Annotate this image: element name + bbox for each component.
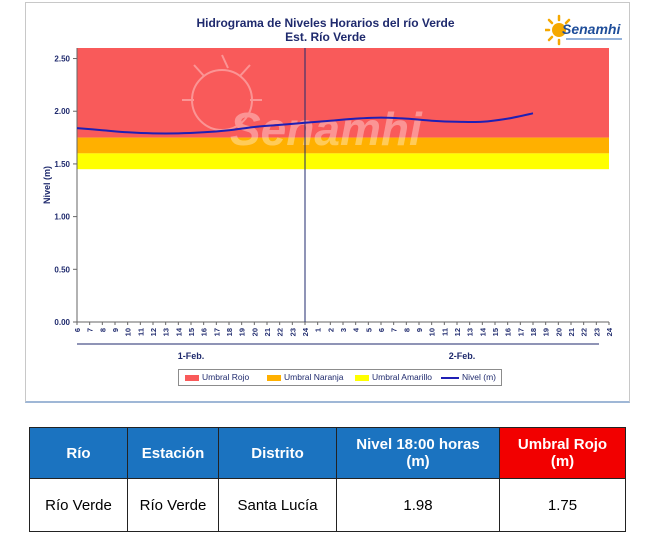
threshold-band-2 xyxy=(77,153,609,170)
x-tick-label: 9 xyxy=(415,328,424,332)
logo-underline xyxy=(566,38,622,40)
x-tick-label: 5 xyxy=(364,328,373,332)
x-tick-label: 18 xyxy=(529,328,538,336)
legend-item-nivel: Nivel (m) xyxy=(441,372,496,382)
header-rio: Río xyxy=(29,427,128,479)
legend-item-amarillo: Umbral Amarillo xyxy=(355,372,432,382)
threshold-band-1 xyxy=(77,137,609,154)
legend-swatch xyxy=(355,374,369,381)
y-tick-label: 0.00 xyxy=(54,318,70,327)
y-tick-label: 2.50 xyxy=(54,55,70,64)
x-tick-label: 15 xyxy=(187,328,196,336)
legend-label: Nivel (m) xyxy=(462,372,496,382)
cell-nivel: 1.98 xyxy=(336,478,500,532)
senamhi-logo-icon xyxy=(545,14,571,46)
x-tick-label: 23 xyxy=(592,328,601,336)
x-tick-label: 10 xyxy=(428,328,437,336)
cell-umbral-rojo: 1.75 xyxy=(499,478,626,532)
cell-distrito: Santa Lucía xyxy=(218,478,337,532)
chart-subtitle: Est. Río Verde xyxy=(285,30,366,44)
x-tick-label: 23 xyxy=(288,328,297,336)
x-tick-label: 10 xyxy=(124,328,133,336)
senamhi-logo-text: Senamhi xyxy=(562,21,621,37)
x-tick-label: 20 xyxy=(554,328,563,336)
legend-swatch xyxy=(267,374,281,381)
x-tick-label: 6 xyxy=(377,328,386,332)
series-line-nivel xyxy=(76,112,534,135)
legend-swatch xyxy=(185,374,199,381)
watermark-text: Senamhi xyxy=(230,103,423,155)
cell-estacion: Río Verde xyxy=(127,478,219,532)
x-tick-label: 4 xyxy=(352,327,361,332)
x-tick-label: 17 xyxy=(212,328,221,336)
table-header-row: Río Estación Distrito Nivel 18:00 horas … xyxy=(29,427,626,479)
x-tick-label: 16 xyxy=(200,328,209,336)
legend-label: Umbral Naranja xyxy=(284,372,344,382)
y-tick-label: 1.50 xyxy=(54,160,70,169)
x-tick-label: 17 xyxy=(516,328,525,336)
x-tick-label: 14 xyxy=(174,327,183,336)
level-table: Río Estación Distrito Nivel 18:00 horas … xyxy=(29,427,626,532)
cell-rio: Río Verde xyxy=(29,478,128,532)
legend-line xyxy=(441,376,459,379)
x-tick-label: 11 xyxy=(440,328,449,336)
x-tick-label: 6 xyxy=(73,328,82,332)
x-tick-label: 3 xyxy=(339,328,348,332)
legend-item-rojo: Umbral Rojo xyxy=(185,372,249,382)
chart-title: Hidrograma de Niveles Horarios del río V… xyxy=(196,16,455,30)
x-tick-label: 7 xyxy=(86,328,95,332)
x-tick-label: 2 xyxy=(326,328,335,332)
x-tick-label: 1 xyxy=(314,328,323,332)
x-tick-label: 21 xyxy=(263,328,272,336)
y-tick-label: 1.00 xyxy=(54,213,70,222)
x-tick-label: 19 xyxy=(238,328,247,336)
x-tick-label: 22 xyxy=(580,328,589,336)
x-tick-label: 8 xyxy=(402,328,411,332)
x-tick-label: 22 xyxy=(276,328,285,336)
x-tick-label: 14 xyxy=(478,327,487,336)
x-tick-label: 21 xyxy=(567,328,576,336)
x-tick-label: 16 xyxy=(504,328,513,336)
x-tick-label: 12 xyxy=(453,328,462,336)
header-umbral-rojo: Umbral Rojo (m) xyxy=(499,427,626,479)
x-tick-label: 15 xyxy=(491,328,500,336)
x-tick-label: 7 xyxy=(390,328,399,332)
header-nivel: Nivel 18:00 horas (m) xyxy=(336,427,500,479)
header-distrito: Distrito xyxy=(218,427,337,479)
x-tick-label: 9 xyxy=(111,328,120,332)
legend-label: Umbral Rojo xyxy=(202,372,250,382)
x-tick-label: 18 xyxy=(225,328,234,336)
x-tick-label: 12 xyxy=(149,328,158,336)
x-tick-label: 19 xyxy=(542,328,551,336)
table-row: Río Verde Río Verde Santa Lucía 1.98 1.7… xyxy=(29,478,626,532)
threshold-band-0 xyxy=(77,48,609,138)
chart-legend: Umbral Rojo Umbral Naranja Umbral Amaril… xyxy=(178,369,502,386)
x-tick-label: 20 xyxy=(250,328,259,336)
x-tick-label: 24 xyxy=(605,327,614,336)
y-axis-label: Nivel (m) xyxy=(42,166,52,204)
x-tick-label: 24 xyxy=(301,327,310,336)
x-tick-label: 11 xyxy=(136,328,145,336)
day-label-1: 1-Feb. xyxy=(178,351,205,361)
x-tick-label: 13 xyxy=(466,328,475,336)
y-tick-label: 0.50 xyxy=(54,265,70,274)
x-tick-label: 8 xyxy=(98,328,107,332)
legend-label: Umbral Amarillo xyxy=(372,372,432,382)
legend-item-naranja: Umbral Naranja xyxy=(267,372,344,382)
y-tick-label: 2.00 xyxy=(54,107,70,116)
hydrograph-plot: Senamhi 0.000.501.001.502.002.506 7 8 9 10 11… xyxy=(42,48,614,361)
header-estacion: Estación xyxy=(127,427,219,479)
day-label-2: 2-Feb. xyxy=(449,351,476,361)
x-tick-label: 13 xyxy=(162,328,171,336)
